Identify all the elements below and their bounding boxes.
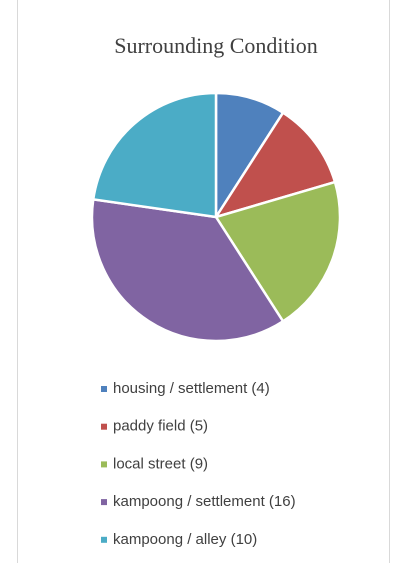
pie-slice — [91, 91, 218, 219]
legend-marker — [101, 386, 107, 392]
pie-slice — [213, 110, 337, 220]
legend-marker — [101, 461, 107, 468]
chart-title: Surrounding Condition — [114, 33, 318, 58]
legend-marker — [101, 423, 107, 430]
legend-label: housing / settlement (4) — [113, 380, 270, 397]
pie-slice — [90, 197, 285, 343]
pie-slice — [214, 180, 342, 324]
legend-marker — [101, 536, 107, 543]
legend-label: kampoong / alley (10) — [113, 531, 257, 548]
legend-marker — [101, 499, 107, 506]
legend-label: kampoong / settlement (16) — [113, 493, 296, 510]
legend-label: paddy field (5) — [113, 418, 208, 435]
legend-label: local street (9) — [113, 455, 208, 472]
